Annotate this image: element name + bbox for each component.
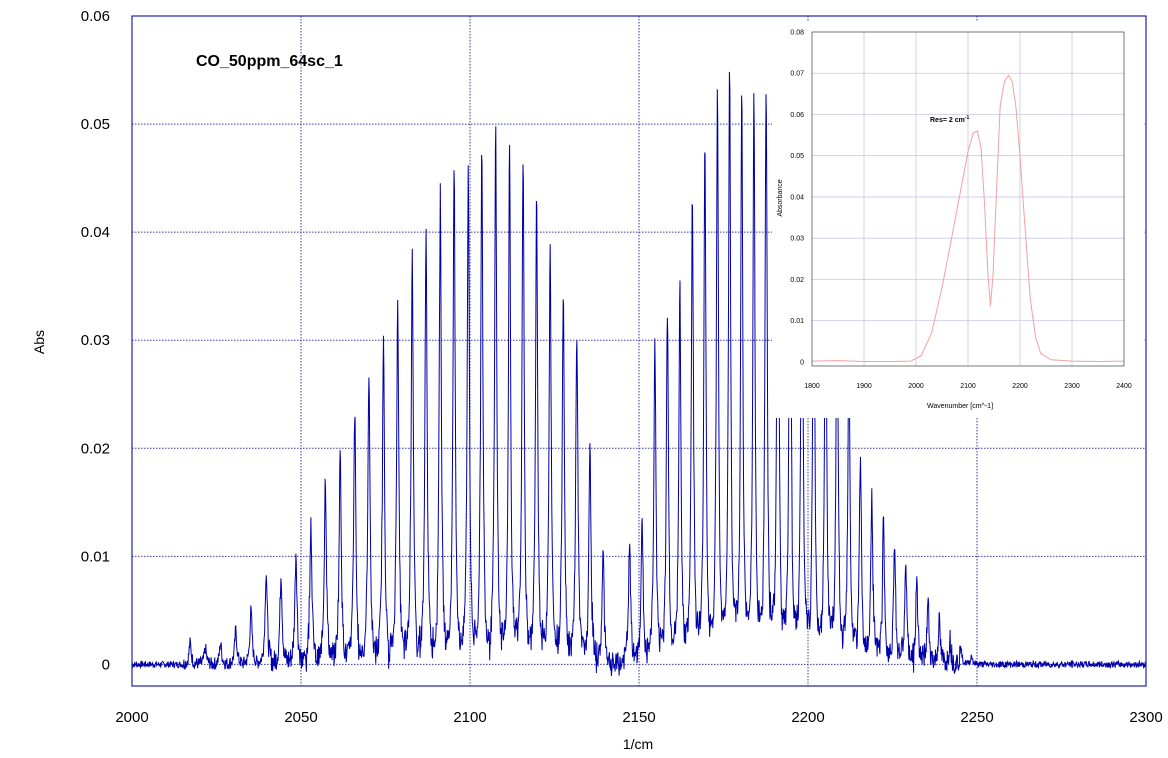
inset-x-tick-label: 2000 bbox=[908, 383, 924, 390]
main-y-tick-label: 0.04 bbox=[81, 224, 110, 241]
main-y-tick-label: 0 bbox=[102, 656, 110, 673]
main-x-tick-labels: 2000 2050 2100 2150 2200 2250 2300 bbox=[115, 709, 1162, 726]
main-y-tick-label: 0.02 bbox=[81, 440, 110, 457]
main-y-tick-label: 0.03 bbox=[81, 332, 110, 349]
inset-y-tick-label: 0.03 bbox=[790, 236, 804, 243]
inset-x-tick-label: 2100 bbox=[960, 383, 976, 390]
inset-resolution-superscript: -1 bbox=[965, 115, 970, 121]
inset-y-tick-labels: 0 0.01 0.02 0.03 0.04 0.05 0.06 0.07 0.08 bbox=[790, 30, 804, 367]
main-y-tick-label: 0.05 bbox=[81, 116, 110, 133]
inset-y-tick-label: 0.05 bbox=[790, 153, 804, 160]
main-x-axis-label: 1/cm bbox=[623, 736, 653, 752]
main-x-tick-label: 2100 bbox=[453, 709, 486, 726]
inset-y-tick-label: 0.07 bbox=[790, 71, 804, 78]
inset-y-tick-label: 0.06 bbox=[790, 112, 804, 119]
inset-resolution-text: Res= 2 cm bbox=[930, 117, 965, 124]
inset-x-tick-label: 2400 bbox=[1116, 383, 1132, 390]
main-y-tick-label: 0.01 bbox=[81, 548, 110, 565]
main-x-tick-label: 2050 bbox=[284, 709, 317, 726]
inset-y-axis-label: Absorbance bbox=[777, 179, 784, 216]
inset-plot-frame bbox=[811, 31, 1125, 367]
main-x-tick-label: 2300 bbox=[1129, 709, 1162, 726]
inset-grid bbox=[812, 32, 1124, 366]
inset-y-tick-label: 0.08 bbox=[790, 30, 804, 37]
main-x-tick-label: 2150 bbox=[622, 709, 655, 726]
main-plot-frame bbox=[131, 15, 1147, 687]
inset-y-tick-label: 0.04 bbox=[790, 194, 804, 201]
inset-y-tick-label: 0.01 bbox=[790, 318, 804, 325]
inset-resolution-annotation: Res= 2 cm-1 bbox=[930, 115, 970, 124]
inset-x-tick-label: 2200 bbox=[1012, 383, 1028, 390]
inset-x-tick-label: 1800 bbox=[804, 383, 820, 390]
main-x-tick-label: 2200 bbox=[791, 709, 824, 726]
inset-y-tick-label: 0.02 bbox=[790, 277, 804, 284]
main-x-tick-label: 2250 bbox=[960, 709, 993, 726]
main-chart-title: CO_50ppm_64sc_1 bbox=[196, 53, 343, 70]
inset-x-tick-label: 2300 bbox=[1064, 383, 1080, 390]
main-y-axis-label: Abs bbox=[31, 330, 47, 354]
main-y-tick-labels: 0 0.01 0.02 0.03 0.04 0.05 0.06 bbox=[81, 8, 110, 673]
inset-x-axis-label: Wavenumber [cm^-1] bbox=[927, 403, 993, 410]
inset-x-tick-label: 1900 bbox=[856, 383, 872, 390]
inset-background bbox=[772, 22, 1144, 418]
main-x-tick-label: 2000 bbox=[115, 709, 148, 726]
main-spectrum-line bbox=[131, 71, 1147, 677]
main-y-tick-label: 0.06 bbox=[81, 8, 110, 25]
inset-spectrum-line bbox=[811, 74, 1125, 363]
inset-x-tick-labels: 1800 1900 2000 2100 2200 2300 2400 bbox=[804, 383, 1132, 390]
inset-y-tick-label: 0 bbox=[800, 359, 804, 366]
